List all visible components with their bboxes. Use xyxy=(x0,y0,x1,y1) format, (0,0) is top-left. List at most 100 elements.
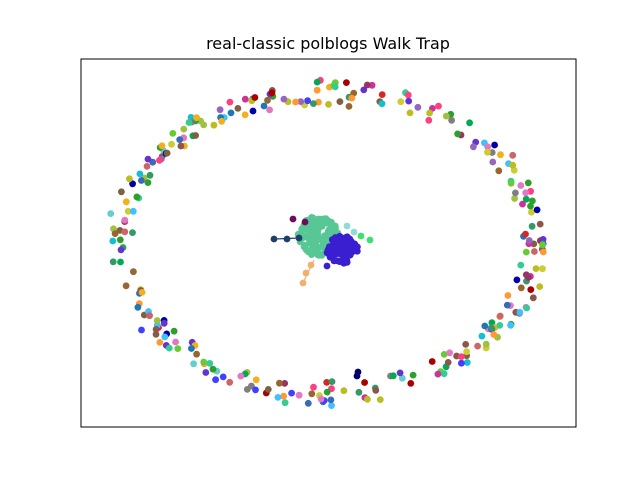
isolated-node xyxy=(398,374,406,382)
cluster-node xyxy=(336,258,343,265)
isolated-node xyxy=(310,100,317,107)
isolated-node xyxy=(313,86,321,94)
isolated-node xyxy=(523,304,531,312)
isolated-node xyxy=(210,121,218,129)
isolated-node xyxy=(226,98,234,106)
cluster-node xyxy=(332,249,340,256)
tail-node xyxy=(357,232,365,240)
isolated-node xyxy=(495,167,503,175)
isolated-node xyxy=(146,312,154,320)
isolated-node xyxy=(152,326,160,333)
isolated-node xyxy=(389,372,397,380)
isolated-node xyxy=(364,395,371,403)
isolated-node xyxy=(168,140,175,148)
node-layer xyxy=(107,76,547,409)
cluster-node xyxy=(328,236,336,244)
isolated-node xyxy=(266,106,273,114)
cluster-node xyxy=(343,258,351,266)
tail-node xyxy=(299,279,307,287)
isolated-node xyxy=(478,332,486,340)
isolated-node xyxy=(522,189,530,197)
isolated-node xyxy=(325,101,332,108)
isolated-node xyxy=(130,268,137,276)
isolated-node xyxy=(129,207,137,215)
isolated-node xyxy=(251,94,259,101)
isolated-node xyxy=(252,386,259,394)
isolated-node xyxy=(470,143,477,151)
isolated-node xyxy=(116,236,124,244)
isolated-node xyxy=(237,372,245,380)
isolated-node xyxy=(122,198,130,206)
isolated-node xyxy=(372,387,380,394)
isolated-node xyxy=(496,322,504,329)
cluster-node xyxy=(315,244,323,251)
tail-node xyxy=(270,235,278,243)
isolated-node xyxy=(409,371,417,379)
isolated-node xyxy=(327,396,335,404)
isolated-node xyxy=(176,136,184,144)
isolated-node xyxy=(528,208,535,216)
isolated-node xyxy=(136,170,144,178)
isolated-node xyxy=(522,230,529,238)
isolated-node xyxy=(488,319,496,326)
isolated-node xyxy=(156,157,163,164)
isolated-node xyxy=(117,258,124,266)
isolated-node xyxy=(522,248,530,256)
tail-node xyxy=(307,261,315,269)
cluster-node xyxy=(318,222,326,230)
cluster-node xyxy=(329,253,336,261)
isolated-node xyxy=(440,351,448,358)
isolated-node xyxy=(407,380,415,387)
isolated-node xyxy=(129,180,137,188)
isolated-node xyxy=(161,333,169,341)
isolated-node xyxy=(509,151,517,159)
isolated-node xyxy=(454,130,461,138)
isolated-node xyxy=(512,189,519,197)
isolated-node xyxy=(125,175,133,183)
cluster-node xyxy=(353,247,361,255)
isolated-node xyxy=(276,379,283,387)
cluster-node xyxy=(344,251,352,259)
isolated-node xyxy=(152,331,160,338)
isolated-node xyxy=(524,179,532,187)
isolated-node xyxy=(241,111,249,119)
figure-title: real-classic polblogs Walk Trap xyxy=(206,34,450,53)
isolated-node xyxy=(109,237,117,245)
isolated-node xyxy=(143,163,151,170)
tail-node xyxy=(350,228,358,236)
isolated-node xyxy=(363,81,371,89)
isolated-node xyxy=(348,94,356,102)
isolated-node xyxy=(539,248,547,256)
isolated-node xyxy=(458,359,465,367)
cluster-node xyxy=(316,251,324,259)
isolated-node xyxy=(188,345,195,352)
isolated-node xyxy=(361,379,368,386)
isolated-node xyxy=(264,96,271,104)
isolated-node xyxy=(536,220,544,228)
isolated-node xyxy=(234,105,242,112)
cluster-node xyxy=(303,223,311,231)
isolated-node xyxy=(260,102,268,110)
isolated-node xyxy=(264,386,272,393)
cluster-node xyxy=(300,232,308,240)
isolated-node xyxy=(295,391,303,399)
isolated-node xyxy=(517,182,525,189)
isolated-node xyxy=(200,121,208,129)
isolated-node xyxy=(396,369,404,377)
isolated-node xyxy=(516,309,524,316)
isolated-node xyxy=(281,399,289,407)
isolated-node xyxy=(243,386,251,393)
isolated-node xyxy=(281,380,289,387)
isolated-node xyxy=(444,359,452,366)
tail-node xyxy=(283,235,291,243)
cluster-node xyxy=(348,239,355,246)
isolated-node xyxy=(107,210,115,218)
cluster-node xyxy=(323,249,331,257)
isolated-node xyxy=(466,119,473,127)
isolated-node xyxy=(192,132,200,139)
tail-node xyxy=(301,218,309,226)
isolated-node xyxy=(513,276,521,284)
cluster-node xyxy=(313,225,320,233)
isolated-node xyxy=(446,349,453,357)
isolated-node xyxy=(134,303,142,311)
